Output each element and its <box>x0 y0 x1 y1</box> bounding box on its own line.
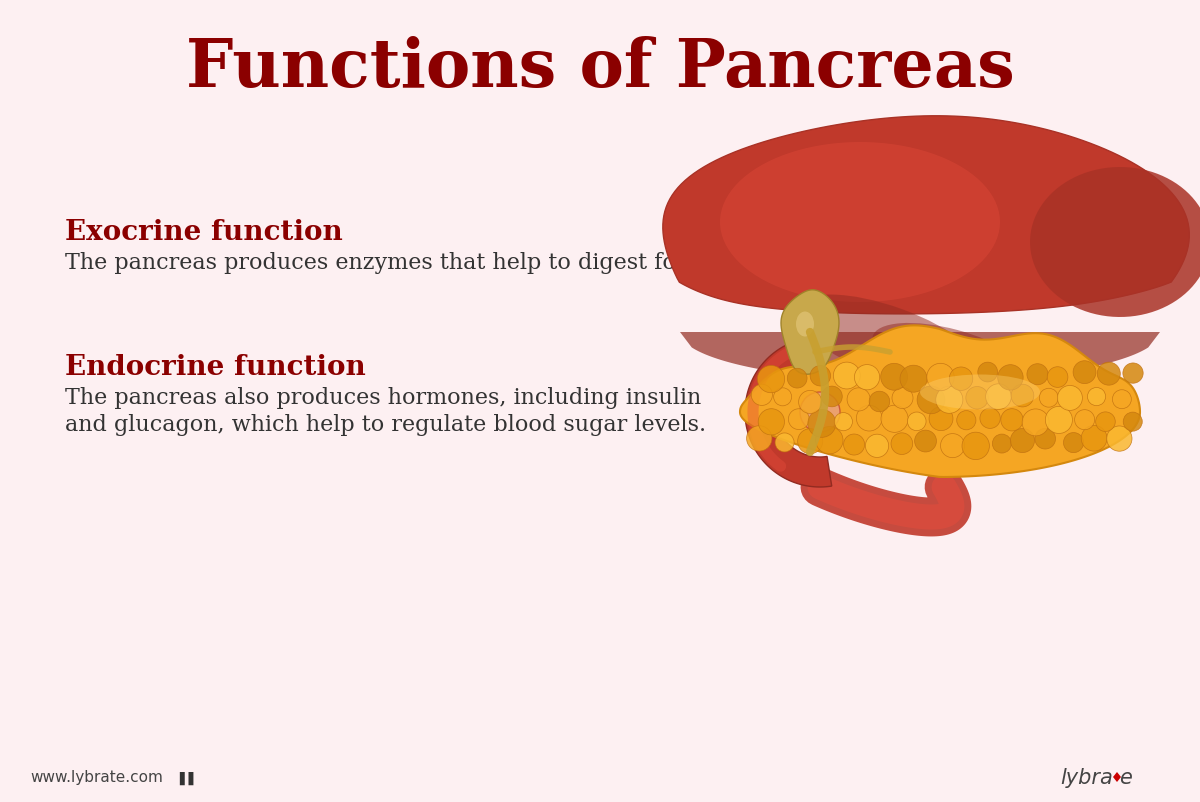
Circle shape <box>1022 409 1049 436</box>
Circle shape <box>1123 412 1142 431</box>
Circle shape <box>834 413 852 431</box>
Circle shape <box>1075 410 1094 430</box>
Circle shape <box>917 387 944 414</box>
Circle shape <box>1087 388 1105 406</box>
Circle shape <box>881 364 907 391</box>
Text: Endocrine function: Endocrine function <box>65 354 366 381</box>
Polygon shape <box>745 338 832 488</box>
Ellipse shape <box>796 312 814 337</box>
Circle shape <box>816 427 844 455</box>
Polygon shape <box>720 143 1000 302</box>
Circle shape <box>892 388 913 409</box>
Circle shape <box>1034 429 1056 449</box>
Text: ▐ ▌: ▐ ▌ <box>175 771 198 784</box>
Circle shape <box>847 388 870 411</box>
Circle shape <box>1057 386 1082 411</box>
Circle shape <box>966 387 989 410</box>
Ellipse shape <box>796 295 985 390</box>
Circle shape <box>936 387 962 414</box>
Circle shape <box>929 407 953 431</box>
Text: The pancreas also produces hormones, including insulin: The pancreas also produces hormones, inc… <box>65 387 701 408</box>
Text: Exocrine function: Exocrine function <box>65 219 343 246</box>
Circle shape <box>1027 364 1048 385</box>
Polygon shape <box>1030 168 1200 318</box>
Text: www.lybrate.com: www.lybrate.com <box>30 770 163 784</box>
Circle shape <box>810 366 830 387</box>
Circle shape <box>900 366 926 393</box>
Circle shape <box>956 411 976 431</box>
Circle shape <box>985 384 1012 410</box>
Polygon shape <box>680 333 1160 383</box>
Circle shape <box>881 406 908 433</box>
Circle shape <box>1096 412 1115 432</box>
Circle shape <box>799 391 822 414</box>
Circle shape <box>808 410 835 438</box>
Circle shape <box>757 366 785 393</box>
Circle shape <box>822 387 842 407</box>
Circle shape <box>892 433 913 455</box>
Circle shape <box>787 369 808 388</box>
Circle shape <box>865 435 889 458</box>
Polygon shape <box>1114 772 1121 782</box>
Circle shape <box>774 388 792 407</box>
Circle shape <box>1039 389 1058 407</box>
Text: Functions of Pancreas: Functions of Pancreas <box>186 35 1014 100</box>
Circle shape <box>751 385 773 406</box>
Text: and glucagon, which help to regulate blood sugar levels.: and glucagon, which help to regulate blo… <box>65 414 706 435</box>
Circle shape <box>914 431 936 452</box>
Circle shape <box>1123 363 1144 384</box>
Circle shape <box>978 363 997 383</box>
Circle shape <box>962 432 990 460</box>
Circle shape <box>1097 363 1121 386</box>
Circle shape <box>833 363 860 390</box>
Circle shape <box>1012 385 1034 407</box>
Circle shape <box>1048 367 1068 388</box>
Circle shape <box>746 426 772 452</box>
Circle shape <box>1073 361 1096 384</box>
Circle shape <box>1063 433 1084 453</box>
Ellipse shape <box>800 392 840 432</box>
Circle shape <box>907 412 926 431</box>
Circle shape <box>1045 407 1073 434</box>
Circle shape <box>1001 409 1024 431</box>
Circle shape <box>1106 427 1132 452</box>
Polygon shape <box>781 290 839 375</box>
Circle shape <box>758 409 785 435</box>
Text: The pancreas produces enzymes that help to digest food in the small intestine.: The pancreas produces enzymes that help … <box>65 252 955 273</box>
Circle shape <box>854 365 880 391</box>
Text: e: e <box>1120 767 1132 787</box>
Circle shape <box>997 365 1024 391</box>
Polygon shape <box>740 326 1140 477</box>
Circle shape <box>941 434 965 458</box>
Polygon shape <box>662 116 1189 314</box>
Circle shape <box>926 364 954 391</box>
Circle shape <box>1010 429 1034 453</box>
Ellipse shape <box>920 375 1040 410</box>
Circle shape <box>788 409 809 430</box>
Circle shape <box>844 435 865 456</box>
Circle shape <box>1081 426 1106 452</box>
Text: lybra: lybra <box>1060 767 1112 787</box>
Circle shape <box>869 391 889 412</box>
Circle shape <box>980 408 1001 429</box>
Circle shape <box>775 433 794 452</box>
Circle shape <box>857 406 882 431</box>
Ellipse shape <box>872 323 1027 391</box>
Circle shape <box>992 435 1012 453</box>
Circle shape <box>798 429 823 454</box>
Circle shape <box>1112 391 1132 409</box>
Circle shape <box>949 367 973 391</box>
